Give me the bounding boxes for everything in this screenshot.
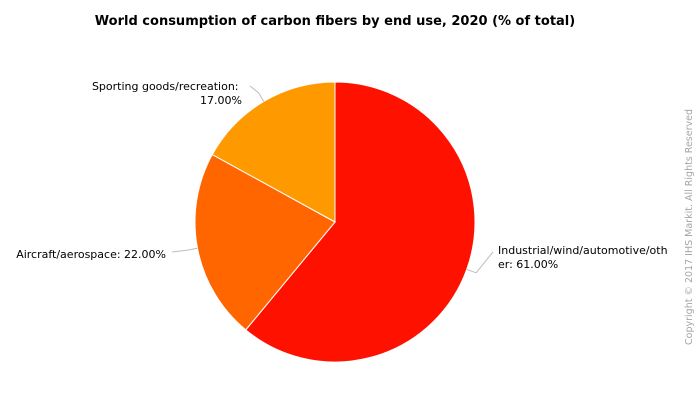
slice-label-aircraft: Aircraft/aerospace: 22.00% bbox=[16, 248, 166, 261]
copyright-credit: Copyright © 2017 IHS Markit. All Rights … bbox=[684, 109, 695, 345]
slice-label-industrial: Industrial/wind/automotive/oth er: 61.00… bbox=[498, 244, 671, 271]
slice-label-sporting-line-1: Sporting goods/recreation: bbox=[92, 80, 239, 93]
slice-label-industrial-line-2: er: 61.00% bbox=[498, 258, 558, 271]
chart-title: World consumption of carbon fibers by en… bbox=[95, 14, 575, 29]
pie-slice-industrial[interactable] bbox=[245, 81, 476, 363]
slice-label-aircraft-line-1: Aircraft/aerospace: 22.00% bbox=[16, 248, 166, 261]
leader-line-sporting bbox=[249, 85, 265, 102]
slice-label-industrial-line-1: Industrial/wind/automotive/oth bbox=[498, 244, 668, 257]
leader-line-aircraft bbox=[171, 247, 198, 253]
leader-lines bbox=[171, 85, 494, 274]
slice-label-sporting-line-2: 17.00% bbox=[200, 94, 242, 107]
slice-label-sporting: Sporting goods/recreation: 17.00% bbox=[92, 80, 242, 107]
pie-slices bbox=[194, 81, 476, 363]
leader-line-industrial bbox=[466, 251, 494, 274]
